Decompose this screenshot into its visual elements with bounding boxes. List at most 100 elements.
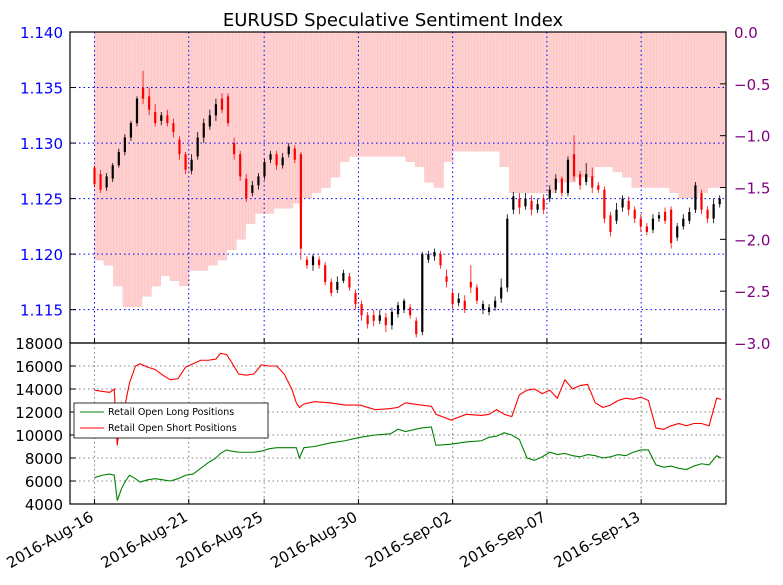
candle-body — [263, 161, 266, 177]
candle-body — [469, 281, 472, 288]
candle-body — [239, 154, 242, 177]
candle-body — [451, 293, 454, 305]
candle-body — [481, 304, 485, 310]
candle-body — [579, 174, 582, 186]
candle-body — [572, 154, 576, 177]
candle-body — [299, 154, 302, 249]
candle-body — [220, 98, 224, 110]
candle-body — [99, 174, 102, 190]
positions-tick-label: 6000 — [25, 473, 63, 491]
candle-body — [160, 115, 163, 121]
date-tick-label: 2016-Sep-02 — [362, 508, 454, 572]
candle-body — [657, 215, 661, 219]
candle-body — [536, 204, 539, 210]
positions-axis-ticks: 4000 6000 8000 10000 12000 14000 16000 18000 — [15, 335, 76, 514]
price-tick-label: 1.130 — [20, 135, 63, 153]
candle-body — [141, 87, 145, 99]
positions-tick-label: 12000 — [15, 404, 63, 422]
candle-body — [178, 139, 181, 155]
candle-body — [615, 209, 618, 221]
price-tick-label: 1.115 — [20, 302, 63, 320]
candle-body — [378, 315, 381, 321]
candle-body — [287, 146, 290, 155]
legend-label-long: Retail Open Long Positions — [108, 407, 234, 418]
candle-body — [487, 307, 491, 312]
candle-body — [609, 215, 612, 232]
candle-body — [415, 320, 418, 335]
candle-body — [475, 287, 479, 301]
candle-body — [233, 143, 236, 155]
candle-body — [251, 185, 254, 194]
short-positions-line — [94, 352, 722, 446]
date-tick-label: 2016-Sep-13 — [551, 508, 643, 572]
candle-body — [257, 176, 260, 186]
positions-tick-label: 4000 — [25, 496, 63, 514]
candle-body — [360, 304, 363, 316]
candle-body — [348, 276, 351, 288]
candle-body — [566, 159, 570, 194]
candle-body — [93, 167, 96, 185]
candle-body — [591, 176, 594, 188]
candle-body — [396, 305, 400, 315]
positions-panel: 4000 6000 8000 10000 12000 14000 16000 18000 20… — [3, 335, 727, 572]
candle-body — [603, 189, 606, 219]
candle-body — [463, 300, 466, 310]
legend: Retail Open Long Positions Retail Open S… — [73, 402, 269, 439]
price-tick-label: 1.140 — [20, 24, 63, 42]
candle-body — [245, 178, 248, 199]
candle-body — [111, 165, 114, 179]
candle-body — [226, 96, 230, 124]
candle-body — [281, 157, 284, 166]
positions-tick-label: 10000 — [15, 427, 63, 445]
candle-body — [494, 300, 497, 308]
candle-body — [548, 189, 551, 199]
position-lines — [94, 352, 722, 501]
candle-body — [457, 298, 460, 304]
price-sentiment-panel: 1.115 1.120 1.125 1.130 1.135 1.140 0.0 −0.5 −1… — [20, 24, 770, 353]
candle-body — [123, 137, 126, 152]
candle-body — [208, 115, 211, 127]
candle-body — [105, 176, 108, 188]
candle-body — [135, 98, 139, 124]
candle-body — [166, 115, 169, 124]
positions-tick-label: 18000 — [15, 335, 63, 353]
candle-body — [518, 198, 521, 208]
date-tick-label: 2016-Aug-30 — [267, 508, 360, 572]
ssi-tick-label: −0.5 — [734, 76, 770, 94]
candle-body — [184, 154, 187, 170]
candle-body — [390, 311, 394, 326]
candle-body — [172, 123, 175, 132]
candle-body — [372, 315, 375, 321]
positions-tick-label: 14000 — [15, 381, 63, 399]
candle-body — [554, 178, 557, 190]
candle-body — [597, 185, 600, 190]
candle-body — [706, 209, 709, 219]
candle-body — [530, 200, 533, 210]
legend-box — [73, 402, 269, 439]
ssi-tick-label: −2.0 — [734, 231, 770, 249]
candle-body — [269, 154, 272, 160]
candle-body — [500, 287, 503, 299]
ssi-tick-label: −1.0 — [734, 128, 770, 146]
candle-body — [214, 104, 217, 116]
candles — [93, 70, 721, 338]
candle-body — [633, 209, 636, 219]
ssi-tick-label: −1.5 — [734, 180, 770, 198]
candle-body — [627, 200, 630, 210]
candle-body — [190, 159, 193, 171]
candle-body — [117, 151, 120, 166]
candle-body — [148, 96, 151, 110]
date-tick-label: 2016-Aug-16 — [3, 508, 96, 572]
candle-body — [688, 211, 691, 221]
long-positions-line — [94, 426, 722, 501]
candle-body — [275, 154, 278, 166]
candle-body — [336, 281, 339, 290]
candle-body — [694, 185, 697, 210]
candle-body — [421, 254, 424, 332]
candle-body — [433, 251, 436, 257]
candle-body — [639, 218, 642, 227]
candle-body — [129, 123, 133, 138]
candle-body — [305, 259, 309, 266]
price-axis-ticks: 1.115 1.120 1.125 1.130 1.135 1.140 — [20, 24, 76, 320]
